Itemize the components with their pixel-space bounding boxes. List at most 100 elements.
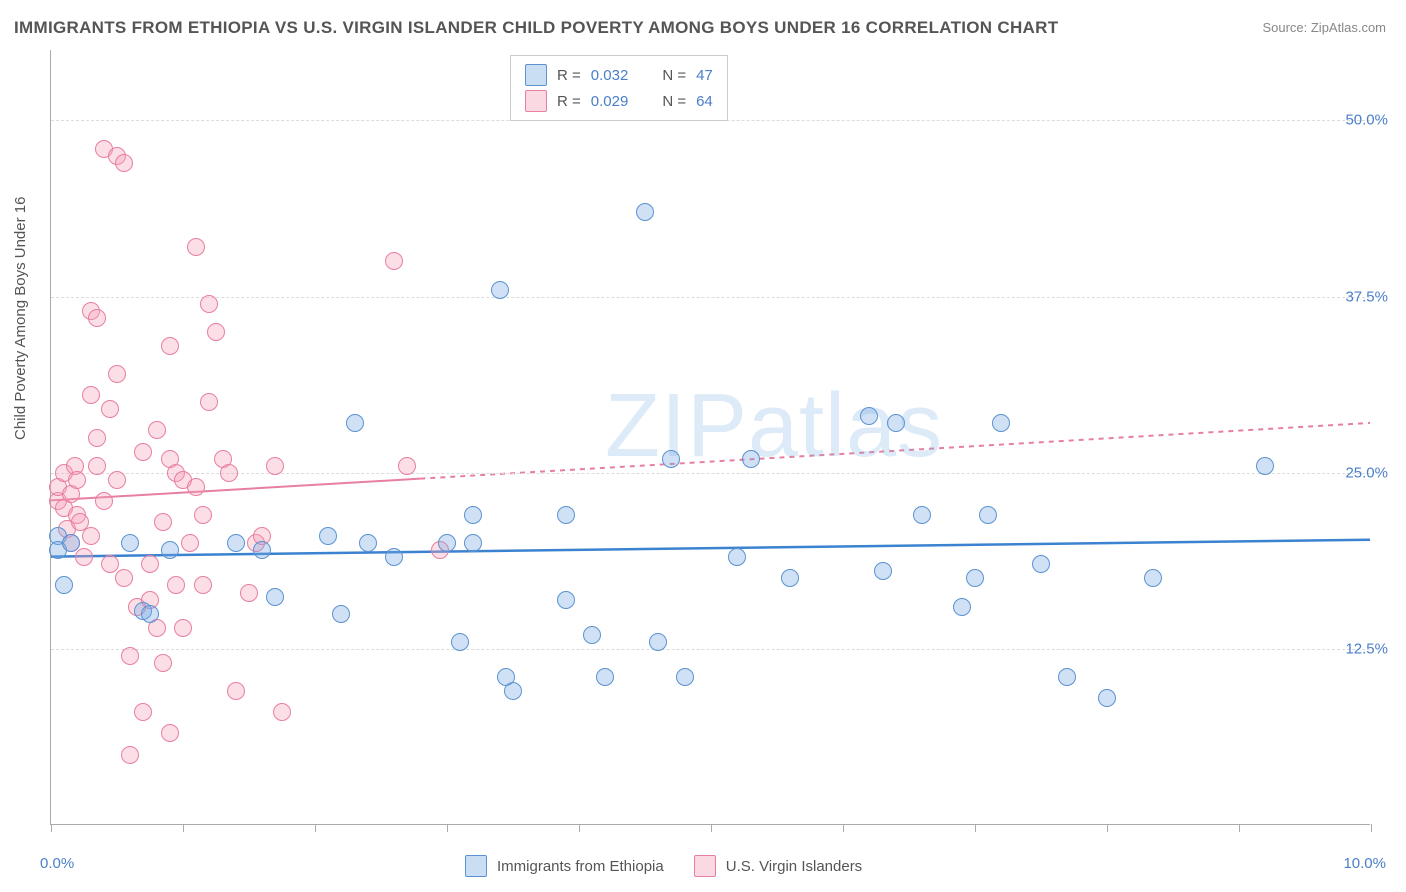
scatter-point	[200, 393, 218, 411]
scatter-point	[240, 584, 258, 602]
scatter-point	[227, 682, 245, 700]
scatter-point	[1256, 457, 1274, 475]
scatter-point	[649, 633, 667, 651]
scatter-point	[82, 386, 100, 404]
scatter-point	[874, 562, 892, 580]
scatter-point	[187, 478, 205, 496]
scatter-point	[88, 457, 106, 475]
scatter-point	[1058, 668, 1076, 686]
legend-swatch	[465, 855, 487, 877]
scatter-point	[451, 633, 469, 651]
legend-series: Immigrants from Ethiopia U.S. Virgin Isla…	[465, 855, 862, 877]
scatter-point	[992, 414, 1010, 432]
scatter-point	[491, 281, 509, 299]
scatter-point	[95, 492, 113, 510]
r-value: 0.029	[591, 93, 629, 110]
x-tick	[1371, 824, 1372, 832]
scatter-point	[860, 407, 878, 425]
scatter-point	[557, 506, 575, 524]
x-tick	[447, 824, 448, 832]
y-tick-label: 37.5%	[1345, 288, 1388, 305]
legend-series-label: Immigrants from Ethiopia	[497, 858, 664, 875]
scatter-point	[121, 534, 139, 552]
scatter-point	[141, 555, 159, 573]
scatter-point	[167, 576, 185, 594]
scatter-point	[596, 668, 614, 686]
scatter-point	[781, 569, 799, 587]
scatter-point	[88, 429, 106, 447]
scatter-point	[504, 682, 522, 700]
scatter-point	[266, 457, 284, 475]
legend-series-item: U.S. Virgin Islanders	[694, 855, 862, 877]
y-tick-label: 12.5%	[1345, 640, 1388, 657]
scatter-point	[62, 534, 80, 552]
scatter-point	[464, 534, 482, 552]
scatter-point	[636, 203, 654, 221]
scatter-point	[332, 605, 350, 623]
scatter-point	[464, 506, 482, 524]
x-tick	[975, 824, 976, 832]
x-tick	[1239, 824, 1240, 832]
scatter-point	[676, 668, 694, 686]
source-credit: Source: ZipAtlas.com	[1262, 20, 1386, 35]
scatter-point	[1144, 569, 1162, 587]
scatter-point	[227, 534, 245, 552]
scatter-point	[728, 548, 746, 566]
legend-series-item: Immigrants from Ethiopia	[465, 855, 664, 877]
scatter-point	[101, 555, 119, 573]
x-max-label: 10.0%	[1343, 855, 1386, 872]
r-value: 0.032	[591, 67, 629, 84]
scatter-point	[174, 619, 192, 637]
scatter-point	[966, 569, 984, 587]
scatter-point	[55, 576, 73, 594]
gridline	[51, 649, 1370, 650]
legend-swatch	[694, 855, 716, 877]
scatter-point	[266, 588, 284, 606]
scatter-point	[75, 548, 93, 566]
scatter-point	[742, 450, 760, 468]
legend-swatch	[525, 64, 547, 86]
scatter-point	[148, 421, 166, 439]
scatter-point	[273, 703, 291, 721]
scatter-point	[134, 443, 152, 461]
scatter-point	[161, 724, 179, 742]
x-tick	[1107, 824, 1108, 832]
scatter-point	[181, 534, 199, 552]
n-value: 64	[696, 93, 713, 110]
scatter-point	[161, 541, 179, 559]
scatter-point	[121, 647, 139, 665]
n-label: N =	[662, 93, 686, 110]
scatter-point	[557, 591, 575, 609]
scatter-point	[200, 295, 218, 313]
scatter-point	[82, 527, 100, 545]
scatter-point	[953, 598, 971, 616]
x-tick	[579, 824, 580, 832]
legend-stat-row: R =0.032N =47	[525, 62, 713, 88]
r-label: R =	[557, 67, 581, 84]
y-tick-label: 25.0%	[1345, 464, 1388, 481]
scatter-point	[385, 252, 403, 270]
scatter-point	[979, 506, 997, 524]
scatter-point	[662, 450, 680, 468]
scatter-point	[319, 527, 337, 545]
scatter-point	[88, 309, 106, 327]
legend-swatch	[525, 90, 547, 112]
n-value: 47	[696, 67, 713, 84]
x-tick	[51, 824, 52, 832]
scatter-point	[194, 576, 212, 594]
scatter-point	[154, 513, 172, 531]
scatter-point	[220, 464, 238, 482]
y-tick-label: 50.0%	[1345, 112, 1388, 129]
scatter-point	[1098, 689, 1116, 707]
x-tick	[711, 824, 712, 832]
scatter-point	[187, 238, 205, 256]
y-axis-label: Child Poverty Among Boys Under 16	[12, 197, 29, 440]
scatter-point	[141, 605, 159, 623]
gridline	[51, 297, 1370, 298]
scatter-point	[154, 654, 172, 672]
scatter-point	[359, 534, 377, 552]
scatter-point	[398, 457, 416, 475]
scatter-point	[194, 506, 212, 524]
x-min-label: 0.0%	[40, 855, 74, 872]
scatter-point	[1032, 555, 1050, 573]
